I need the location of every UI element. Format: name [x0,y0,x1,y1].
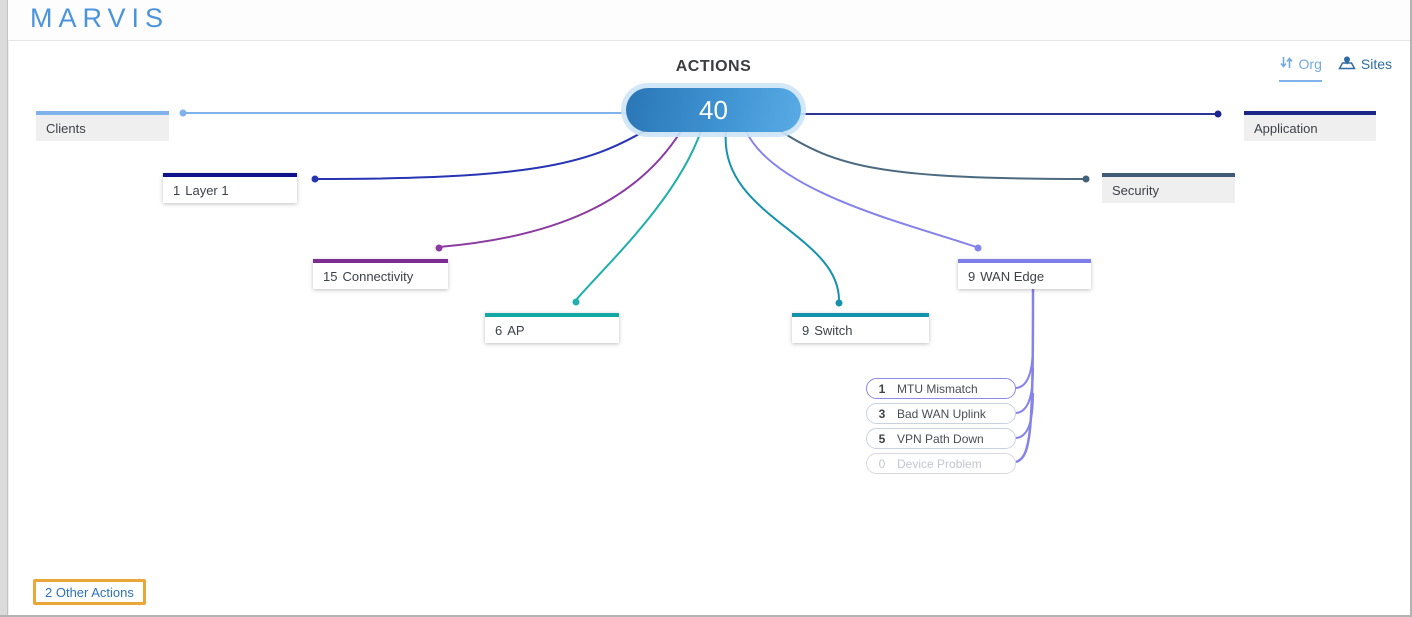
switch-connector [724,130,841,302]
category-wan-edge[interactable]: 9 WAN Edge [958,259,1091,289]
category-label: Clients [46,120,86,136]
category-label: WAN Edge [980,268,1045,284]
category-switch[interactable]: 9 Switch [792,313,929,343]
action-count: 5 [878,431,886,446]
layer1-connector [314,129,647,180]
category-count: 9 [802,322,810,338]
wan-action-branch-1 [1015,342,1034,389]
category-ap[interactable]: 6 AP [485,313,619,343]
action-count: 1 [878,381,886,396]
wan-action-branch-3 [1015,392,1034,439]
action-label: Bad WAN Uplink [897,406,986,421]
action-label: Device Problem [897,456,982,471]
category-label: Layer 1 [185,182,229,198]
category-label: AP [507,322,525,338]
security-connector-dot [1082,175,1090,183]
page-title: ACTIONS [675,58,752,75]
wan-edge-action-device-problem[interactable]: 0 Device Problem [866,453,1016,474]
category-label: Connectivity [342,268,414,284]
site-map-icon [1338,55,1356,73]
tab-sites-label: Sites [1360,56,1392,72]
left-edge-strip [0,0,8,615]
category-connectivity[interactable]: 15 Connectivity [313,259,448,289]
category-label: Application [1254,120,1318,136]
category-layer1[interactable]: 1 Layer 1 [163,173,297,203]
action-count: 3 [878,406,886,421]
action-label: MTU Mismatch [897,381,978,396]
view-toggle: Org Sites [1278,55,1392,82]
ap-connector-dot [572,298,580,306]
actions-panel: ACTIONS Org [8,40,1410,615]
category-clients[interactable]: Clients [36,111,169,141]
category-count: 1 [173,182,181,198]
connectivity-connector [438,130,682,248]
sort-arrows-icon [1279,55,1294,73]
wan-edge-action-vpn-path-down[interactable]: 5 VPN Path Down [866,428,1016,449]
layer1-connector-dot [311,175,319,183]
other-actions-label: 2 Other Actions [45,584,134,600]
category-label: Security [1112,182,1159,198]
category-security[interactable]: Security [1102,173,1235,203]
category-application[interactable]: Application [1244,111,1376,141]
wan-edge-action-mtu-mismatch[interactable]: 1 MTU Mismatch [866,378,1016,399]
connectivity-connector-dot [435,244,443,252]
category-count: 6 [495,322,503,338]
wan-edge-connector-dot [974,244,982,252]
root-actions-count: 40 [699,94,728,125]
clients-connector-dot [179,109,187,117]
wan-edge-connector [745,130,977,248]
switch-connector-dot [835,299,843,307]
root-actions-node[interactable]: 40 [626,88,801,132]
security-connector [778,129,1087,180]
category-count: 15 [323,268,338,284]
category-label: Switch [814,322,853,338]
wan-action-branch-2 [1015,367,1034,414]
marvis-logo: MARVIS [30,3,170,33]
tab-sites[interactable]: Sites [1338,55,1392,80]
action-label: VPN Path Down [897,431,984,446]
ap-connector [575,130,702,301]
other-actions-button[interactable]: 2 Other Actions [33,579,146,605]
app-header: MARVIS [8,0,1410,40]
wan-actions-spine [1015,288,1035,464]
tab-org-label: Org [1298,56,1322,72]
wan-edge-action-bad-wan-uplink[interactable]: 3 Bad WAN Uplink [866,403,1016,424]
action-count: 0 [878,456,886,471]
application-connector-dot [1214,110,1222,118]
category-count: 9 [968,268,976,284]
tab-org[interactable]: Org [1278,55,1322,82]
